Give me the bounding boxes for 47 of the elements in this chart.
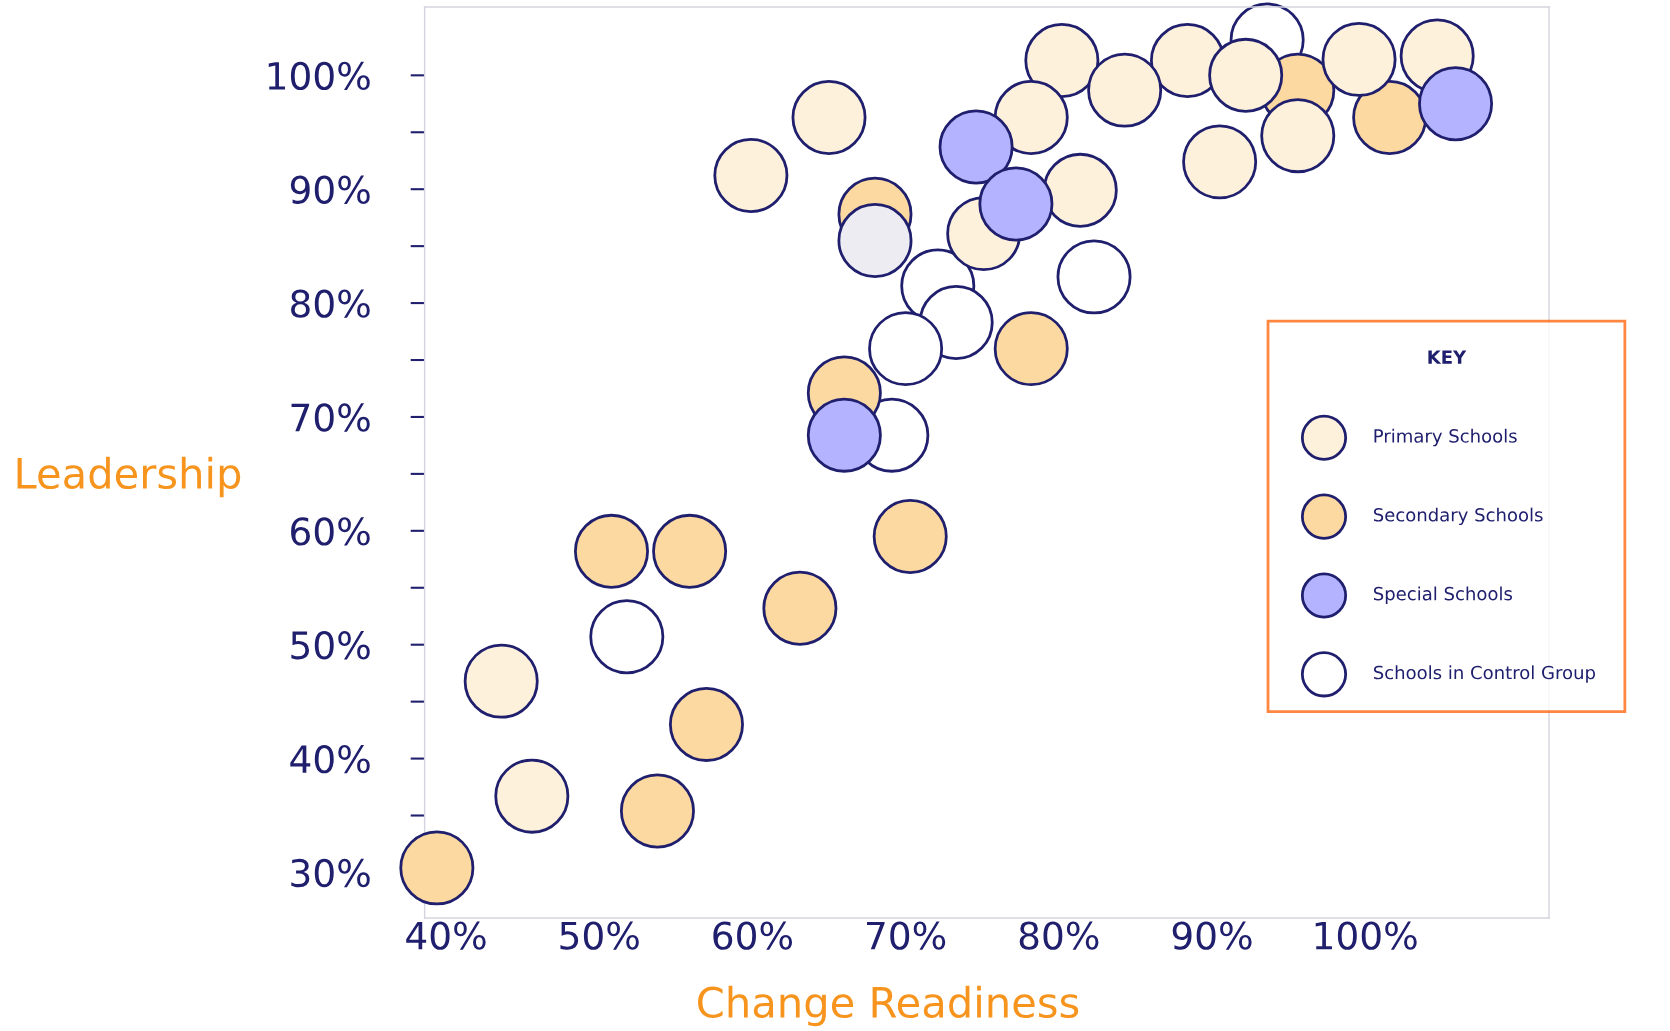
y-tick-label: 30%: [291, 858, 370, 888]
y-tick-label: 100%: [268, 61, 370, 91]
point: [1260, 98, 1336, 174]
x-tick-label: 90%: [1172, 921, 1252, 950]
x-tick-label: 80%: [1019, 921, 1099, 950]
point: [589, 599, 665, 675]
y-tick-label: 70%: [291, 403, 370, 432]
point: [713, 138, 789, 214]
point: [1208, 37, 1284, 113]
y-tick-label: 40%: [290, 744, 370, 774]
point: [791, 79, 867, 155]
x-tick-label: 40%: [406, 921, 486, 950]
x-axis-title: Change Readiness: [698, 985, 1079, 1027]
point: [1056, 239, 1132, 315]
legend-label: Secondary Schools: [1373, 507, 1543, 526]
point: [993, 311, 1069, 387]
point: [978, 166, 1054, 242]
point: [872, 499, 948, 574]
point: [652, 513, 728, 589]
x-tick-label: 70%: [867, 921, 946, 950]
y-tick-label: 60%: [291, 517, 370, 546]
point: [1087, 52, 1163, 128]
legend-title: KEY: [1428, 350, 1467, 364]
y-tick-label: 90%: [290, 175, 370, 204]
point: [868, 311, 944, 387]
point: [619, 773, 695, 849]
point: [494, 758, 570, 834]
point: [762, 570, 838, 646]
point: [399, 830, 475, 906]
point: [837, 202, 913, 278]
x-tick-label: 100%: [1315, 921, 1417, 950]
point: [668, 686, 744, 762]
point: [463, 643, 539, 719]
x-tick-label: 50%: [560, 921, 639, 950]
point: [806, 397, 882, 473]
point: [574, 513, 649, 589]
point: [1321, 21, 1397, 97]
point: [1182, 124, 1258, 200]
y-tick-label: 50%: [291, 631, 370, 660]
legend-label: Schools in Control Group: [1373, 665, 1596, 683]
x-tick-label: 60%: [713, 921, 793, 950]
y-tick-label: 80%: [291, 289, 370, 318]
point: [1418, 66, 1494, 142]
legend-label: Special Schools: [1373, 586, 1513, 604]
legend-label: Primary Schools: [1374, 428, 1517, 447]
point: [938, 109, 1014, 185]
y-axis-title: Leadership: [17, 456, 241, 498]
